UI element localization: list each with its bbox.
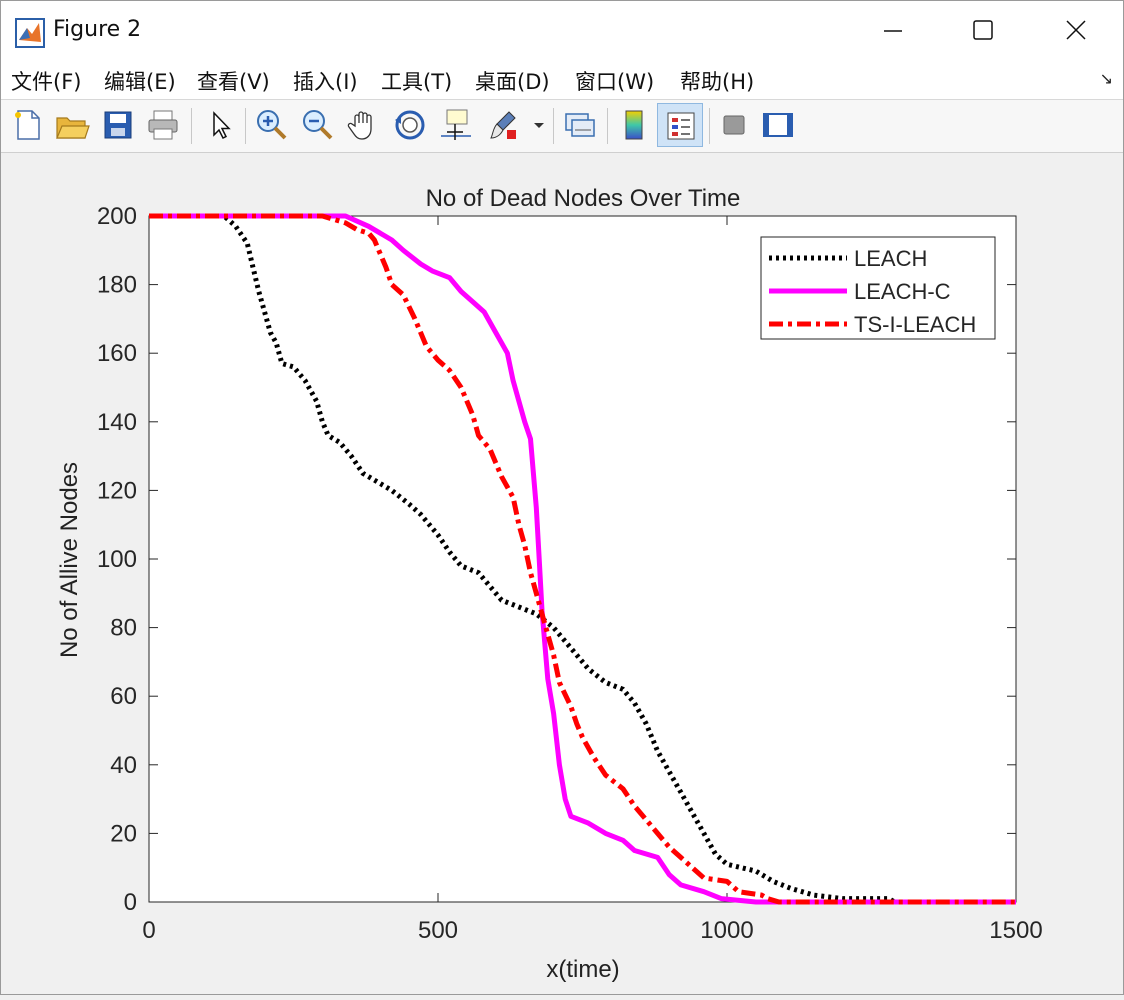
legend-icon[interactable]	[657, 103, 703, 147]
toolbar-separator	[709, 108, 710, 144]
chart-title: No of Dead Nodes Over Time	[426, 185, 741, 212]
menu-edit[interactable]: 编辑(E)	[104, 70, 176, 94]
menu-desktop[interactable]: 桌面(D)	[475, 70, 550, 94]
close-button[interactable]	[1031, 1, 1124, 61]
menu-dock-arrow-icon[interactable]: ↘	[1099, 69, 1113, 88]
toolbar-separator	[245, 108, 246, 144]
menu-bar: 文件(F) 编辑(E) 查看(V) 插入(I) 工具(T) 桌面(D) 窗口(W…	[1, 61, 1123, 100]
menu-view[interactable]: 查看(V)	[197, 70, 270, 94]
y-tick-label: 0	[124, 889, 137, 916]
plot-area: No of Dead Nodes Over Time x(time) No of…	[1, 153, 1124, 996]
new-figure-icon[interactable]	[9, 106, 47, 144]
y-tick-label: 100	[97, 546, 137, 573]
series-line-ts-i-leach[interactable]	[149, 213, 1016, 905]
show-plot-tools-icon[interactable]	[759, 106, 797, 144]
y-tick-label: 80	[110, 615, 137, 642]
brush-icon[interactable]	[483, 106, 521, 144]
open-file-icon[interactable]	[53, 106, 91, 144]
maximize-icon	[973, 20, 993, 40]
menu-tools[interactable]: 工具(T)	[381, 70, 453, 94]
series-line-leach-c[interactable]	[149, 213, 1016, 905]
x-tick-label: 1000	[700, 917, 753, 944]
toolbar-separator	[553, 108, 554, 144]
colorbar-icon[interactable]	[615, 106, 653, 144]
legend-label: LEACH-C	[854, 279, 951, 304]
y-tick-label: 160	[97, 340, 137, 367]
x-tick-label: 1500	[989, 917, 1042, 944]
toolbar-separator	[191, 108, 192, 144]
toolbar-separator	[607, 108, 608, 144]
title-bar[interactable]: Figure 2	[1, 1, 1123, 61]
y-tick-label: 180	[97, 272, 137, 299]
window-title: Figure 2	[53, 17, 142, 42]
matlab-logo-icon	[15, 18, 45, 48]
zoom-in-icon[interactable]	[253, 106, 291, 144]
maximize-button[interactable]	[936, 1, 1030, 61]
y-tick-label: 60	[110, 683, 137, 710]
brush-dropdown-icon[interactable]	[529, 106, 549, 144]
y-axis-label: No of Allive Nodes	[56, 462, 83, 658]
zoom-out-icon[interactable]	[299, 106, 337, 144]
close-icon	[1066, 20, 1086, 40]
rotate-3d-icon[interactable]	[391, 106, 429, 144]
hide-plot-tools-icon[interactable]	[715, 106, 753, 144]
minimize-button[interactable]	[846, 1, 940, 61]
menu-file[interactable]: 文件(F)	[11, 70, 82, 94]
y-tick-label: 20	[110, 820, 137, 847]
menu-insert[interactable]: 插入(I)	[293, 70, 358, 94]
y-tick-label: 40	[110, 752, 137, 779]
x-axis-label: x(time)	[546, 956, 619, 983]
y-tick-label: 200	[97, 203, 137, 230]
minimize-icon	[884, 30, 902, 32]
x-tick-label: 500	[418, 917, 458, 944]
data-cursor-icon[interactable]	[437, 106, 475, 144]
pointer-icon[interactable]	[201, 106, 239, 144]
x-tick-label: 0	[142, 917, 155, 944]
figure-toolbar	[1, 100, 1123, 153]
link-plot-icon[interactable]	[561, 106, 599, 144]
print-icon[interactable]	[144, 106, 182, 144]
y-tick-label: 140	[97, 409, 137, 436]
menu-window[interactable]: 窗口(W)	[575, 70, 655, 94]
y-tick-label: 120	[97, 477, 137, 504]
save-icon[interactable]	[99, 106, 137, 144]
pan-hand-icon[interactable]	[345, 106, 383, 144]
menu-help[interactable]: 帮助(H)	[680, 70, 755, 94]
legend-label: TS-I-LEACH	[854, 312, 976, 337]
line-chart[interactable]: No of Dead Nodes Over Time x(time) No of…	[1, 153, 1124, 996]
series-line-leach[interactable]	[149, 213, 1016, 905]
legend-label: LEACH	[854, 246, 927, 271]
